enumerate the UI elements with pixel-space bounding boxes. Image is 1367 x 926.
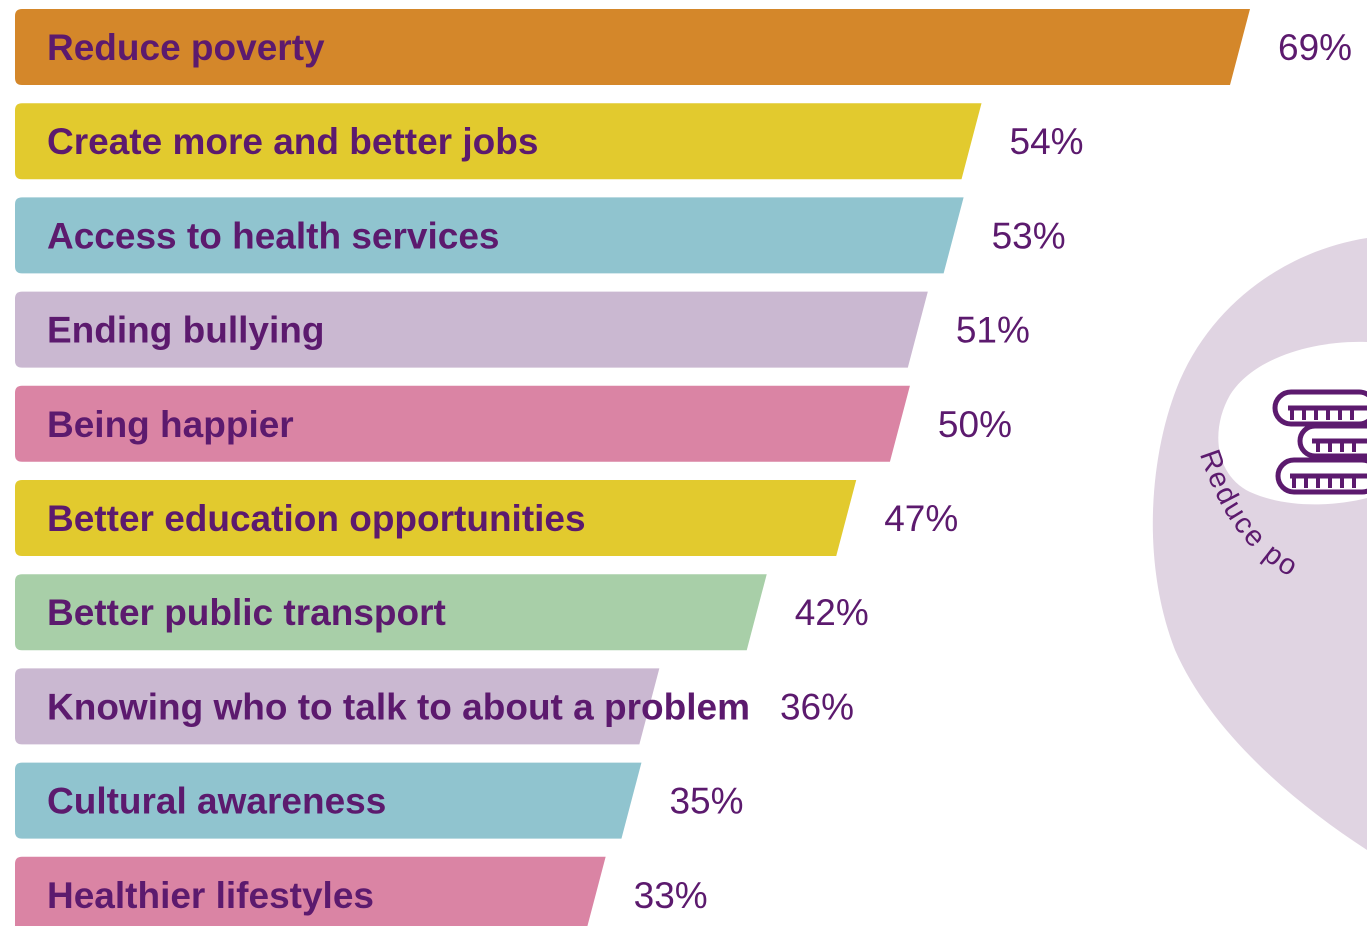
bar-create-more-and-better-jobs (15, 103, 982, 180)
bar-healthier-lifestyles (15, 856, 606, 926)
bar-being-happier (15, 385, 910, 462)
bar-label-ending-bullying: Ending bullying (47, 310, 324, 351)
bar-value-knowing-who-to-talk-to-about-a-problem: 36% (780, 686, 854, 727)
bar-better-public-transport (15, 574, 767, 651)
bar-reduce-poverty (15, 9, 1250, 85)
bar-label-cultural-awareness: Cultural awareness (47, 781, 386, 822)
bar-access-to-health-services (15, 197, 964, 274)
bar-value-ending-bullying: 51% (956, 310, 1030, 351)
bar-value-healthier-lifestyles: 33% (634, 875, 708, 916)
bar-value-cultural-awareness: 35% (669, 781, 743, 822)
bar-label-being-happier: Being happier (47, 404, 294, 445)
bar-value-better-public-transport: 42% (795, 592, 869, 633)
bar-label-better-public-transport: Better public transport (47, 592, 446, 633)
reduce-poverty-badge: Reduce po (1152, 238, 1367, 850)
bar-label-create-more-and-better-jobs: Create more and better jobs (47, 121, 538, 162)
bar-label-access-to-health-services: Access to health services (47, 215, 499, 256)
bar-value-create-more-and-better-jobs: 54% (1010, 121, 1084, 162)
bar-value-being-happier: 50% (938, 404, 1012, 445)
bar-label-healthier-lifestyles: Healthier lifestyles (47, 875, 374, 916)
bar-knowing-who-to-talk-to-about-a-problem (15, 668, 660, 745)
bar-cultural-awareness (15, 762, 642, 839)
coins-icon (1272, 389, 1367, 495)
bar-label-better-education-opportunities: Better education opportunities (47, 498, 586, 539)
bar-value-reduce-poverty: 69% (1278, 27, 1352, 68)
bar-better-education-opportunities (15, 480, 857, 556)
bar-value-better-education-opportunities: 47% (884, 498, 958, 539)
bars-group: Reduce poverty 69% Create more and better … (15, 9, 1352, 926)
bar-value-access-to-health-services: 53% (992, 215, 1066, 256)
bar-ending-bullying (15, 291, 928, 368)
bar-label-reduce-poverty: Reduce poverty (47, 27, 325, 68)
bar-label-knowing-who-to-talk-to-about-a-problem: Knowing who to talk to about a problem (47, 686, 750, 727)
